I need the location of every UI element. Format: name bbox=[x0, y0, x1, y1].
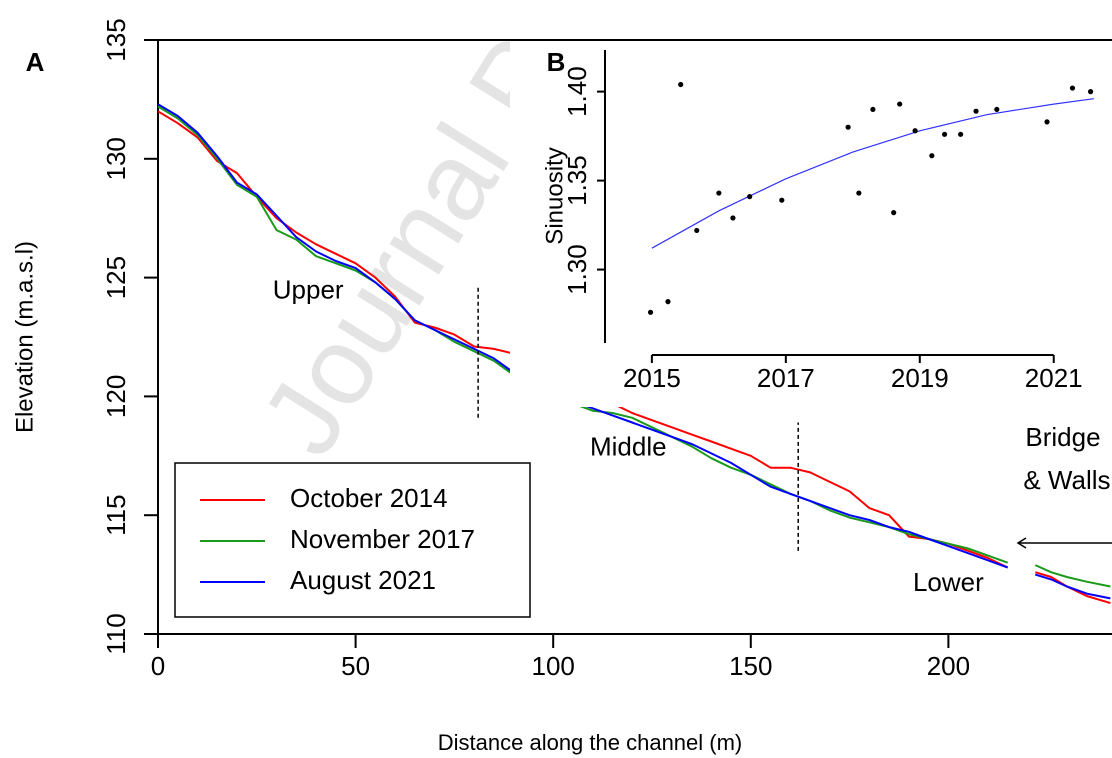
profile-line bbox=[157, 105, 1111, 588]
y-tick-label: 135 bbox=[101, 18, 131, 61]
section-label: & Walls bbox=[1023, 465, 1110, 495]
data-point bbox=[958, 131, 964, 137]
data-point bbox=[694, 227, 700, 234]
data-point bbox=[912, 128, 918, 134]
data-point bbox=[747, 194, 753, 200]
y-tick-label: 120 bbox=[101, 375, 131, 418]
data-point bbox=[665, 299, 671, 305]
data-point bbox=[1044, 119, 1050, 125]
y-tick-label: 115 bbox=[101, 494, 131, 535]
data-point bbox=[897, 101, 903, 107]
data-point bbox=[973, 108, 979, 114]
x-tick-label: 200 bbox=[927, 651, 970, 681]
inset-frame bbox=[604, 50, 1054, 356]
data-point bbox=[716, 190, 722, 196]
panel-label: B bbox=[547, 47, 566, 77]
fit-curve bbox=[651, 98, 1094, 249]
x-tick-label: 100 bbox=[531, 651, 574, 681]
legend-label: November 2017 bbox=[290, 524, 475, 554]
data-point bbox=[779, 197, 785, 203]
data-point bbox=[1087, 89, 1094, 95]
bridge-arrowhead bbox=[1016, 537, 1027, 549]
data-point bbox=[870, 106, 876, 113]
x-tick-label: 0 bbox=[151, 651, 165, 681]
panel-label: A bbox=[26, 47, 45, 77]
data-point bbox=[856, 190, 862, 196]
y-axis-title: Elevation (m.a.s.l) bbox=[11, 241, 38, 433]
y-tick-label: 1.40 bbox=[562, 66, 592, 117]
y-tick-label: 110 bbox=[101, 613, 131, 654]
data-point bbox=[941, 131, 948, 137]
x-tick-label: 2019 bbox=[891, 363, 949, 393]
data-point bbox=[1069, 85, 1076, 91]
y-tick-label: 1.30 bbox=[562, 244, 592, 295]
inset-background bbox=[510, 42, 1112, 407]
section-label: Upper bbox=[273, 275, 344, 305]
y-tick-label: 130 bbox=[101, 137, 131, 180]
section-label: Lower bbox=[913, 567, 984, 597]
data-point bbox=[678, 81, 684, 88]
data-point bbox=[929, 153, 935, 159]
section-label: Bridge bbox=[1025, 422, 1100, 452]
data-point bbox=[994, 106, 1000, 113]
data-point bbox=[845, 124, 851, 130]
data-point bbox=[891, 210, 897, 216]
x-tick-label: 2017 bbox=[757, 363, 815, 393]
x-tick-label: 150 bbox=[729, 651, 772, 681]
legend-label: August 2021 bbox=[290, 565, 436, 595]
x-tick-label: 2021 bbox=[1025, 363, 1083, 393]
y-axis-title: Sinuosity bbox=[541, 147, 568, 244]
y-tick-label: 125 bbox=[101, 256, 131, 299]
data-point bbox=[647, 309, 654, 315]
x-tick-label: 2015 bbox=[623, 363, 681, 393]
x-tick-label: 50 bbox=[341, 651, 370, 681]
y-tick-label: 1.35 bbox=[562, 155, 592, 206]
legend-label: October 2014 bbox=[290, 483, 448, 513]
x-axis-title: Distance along the channel (m) bbox=[438, 730, 743, 755]
data-point bbox=[730, 215, 736, 221]
section-label: Middle bbox=[590, 432, 667, 462]
